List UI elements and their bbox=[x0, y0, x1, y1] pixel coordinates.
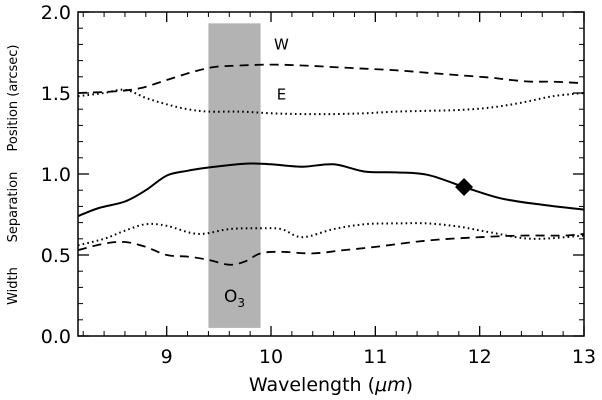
y-tick-label: 1.0 bbox=[41, 164, 71, 186]
ticks-layer: 9 10 11 12 13 0.0 0.5 1.0 1.5 2.0 bbox=[41, 2, 596, 368]
y-label-position: Position (arcsec) bbox=[6, 45, 21, 152]
series-line-3 bbox=[77, 222, 585, 247]
o3-band-label-sub: 3 bbox=[237, 296, 245, 310]
x-axis-label: Wavelength (μm) bbox=[249, 374, 413, 396]
x-axis-label-suffix: ) bbox=[406, 374, 413, 396]
series-layer bbox=[77, 63, 585, 266]
o3-band-label-main: O bbox=[224, 287, 237, 307]
annotation-e: E bbox=[277, 85, 286, 103]
annotation-w: W bbox=[274, 35, 289, 53]
x-tick-label: 13 bbox=[572, 346, 596, 368]
y-label-separation: Separation bbox=[6, 172, 21, 243]
y-tick-label: 1.5 bbox=[41, 83, 71, 105]
absorption-band bbox=[208, 23, 261, 328]
series-line-2 bbox=[77, 162, 585, 218]
series-line-0 bbox=[77, 63, 585, 94]
y-tick-label: 0.5 bbox=[41, 245, 71, 267]
x-tick-label: 11 bbox=[363, 346, 387, 368]
x-axis-label-unit: μm bbox=[374, 374, 406, 396]
y-label-width: Width bbox=[6, 267, 21, 305]
diamond-marker bbox=[455, 177, 474, 196]
y-tick-label: 2.0 bbox=[41, 2, 71, 24]
series-line-1 bbox=[77, 88, 585, 116]
x-tick-label: 12 bbox=[468, 346, 492, 368]
series-line-4 bbox=[77, 233, 585, 266]
o3-band-label: O3 bbox=[224, 287, 245, 310]
x-axis-label-prefix: Wavelength ( bbox=[249, 374, 375, 396]
x-tick-label: 10 bbox=[259, 346, 283, 368]
y-tick-label: 0.0 bbox=[41, 326, 71, 348]
x-tick-label: 9 bbox=[161, 346, 173, 368]
plot-frame bbox=[77, 11, 585, 337]
